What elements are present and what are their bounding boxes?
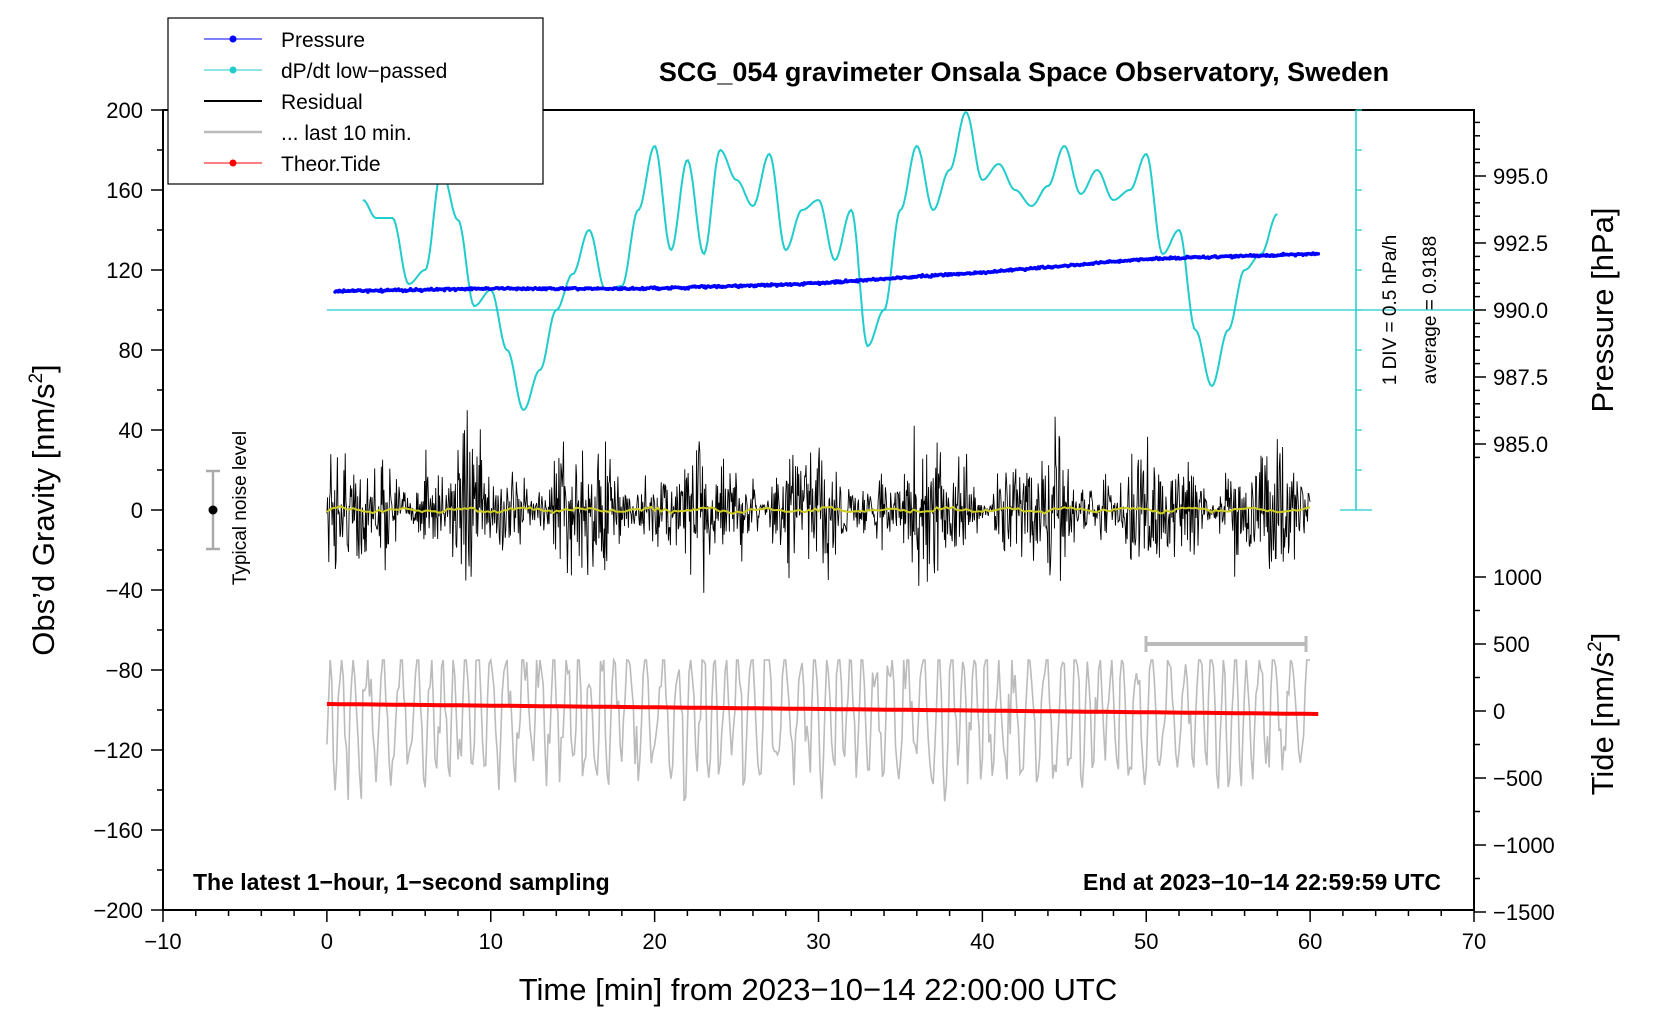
noise-level-marker <box>206 469 220 551</box>
series-dpdt <box>362 110 1278 411</box>
residual-smoothed-line <box>326 505 1311 515</box>
last-10-min-bracket <box>1144 636 1308 652</box>
legend-entry-dpdt: dP/dt low−passed <box>204 60 447 83</box>
y-axis-label-tide: Tide [nm/s2] <box>1585 633 1620 796</box>
series-residual <box>326 410 1311 593</box>
series-last-10-min <box>326 656 1311 802</box>
x-tick-label: 10 <box>479 929 503 954</box>
y-axis-left: 200 160 120 80 40 0 −40 −80 −120 −160 −200 <box>93 98 163 923</box>
chart-title: SCG_054 gravimeter Onsala Space Observat… <box>659 57 1389 87</box>
x-tick-label: −10 <box>144 929 181 954</box>
legend-label-pressure: Pressure <box>281 29 365 52</box>
pressure-tick-label: 995.0 <box>1493 164 1548 189</box>
y-tick-label: −80 <box>106 658 143 683</box>
pressure-tick-label: 992.5 <box>1493 231 1548 256</box>
x-axis: −10 0 10 20 30 40 50 60 70 <box>144 910 1486 954</box>
y-tick-label: −200 <box>93 898 143 923</box>
x-tick-label: 40 <box>970 929 994 954</box>
x-axis-label: Time [min] from 2023−10−14 22:00:00 UTC <box>519 972 1118 1007</box>
annotation-sampling: The latest 1−hour, 1−second sampling <box>193 869 610 895</box>
legend-entry-residual: Residual <box>204 91 363 114</box>
y-tick-label: 200 <box>106 98 143 123</box>
div-label: 1 DIV = 0.5 hPa/h <box>1380 235 1401 386</box>
y-tick-label: 80 <box>119 338 143 363</box>
pressure-tick-label: 990.0 <box>1493 298 1548 323</box>
series-residual-smoothed <box>326 505 1311 515</box>
dpdt-line <box>362 110 1278 411</box>
legend-entry-last10: ... last 10 min. <box>204 122 412 145</box>
legend-label-tide: Theor.Tide <box>281 153 381 176</box>
pressure-point <box>1316 252 1321 256</box>
dpdt-scale-bar <box>326 109 1474 511</box>
y-tick-label: 120 <box>106 258 143 283</box>
y-tick-label: −120 <box>93 738 143 763</box>
tide-tick-label: 1000 <box>1493 565 1542 590</box>
y-tick-label: 0 <box>131 498 143 523</box>
noise-level-label: Typical noise level <box>230 431 251 585</box>
y-tick-label: −40 <box>106 578 143 603</box>
average-label: average = 0.9188 <box>1420 236 1441 384</box>
y-tick-label: 160 <box>106 178 143 203</box>
y-tick-label: −160 <box>93 818 143 843</box>
tide-tick-label: −1000 <box>1493 833 1555 858</box>
y-tick-label: 40 <box>119 418 143 443</box>
legend-entry-pressure: Pressure <box>204 29 365 52</box>
x-tick-label: 0 <box>321 929 333 954</box>
tide-tick-label: −1500 <box>1493 900 1555 925</box>
x-tick-label: 60 <box>1298 929 1322 954</box>
legend-entry-tide: Theor.Tide <box>204 153 381 176</box>
tide-line <box>326 702 1319 716</box>
y-axis-pressure: 995.0 992.5 990.0 987.5 985.0 <box>1474 121 1548 459</box>
legend-label-last10: ... last 10 min. <box>281 122 412 145</box>
x-tick-label: 20 <box>642 929 666 954</box>
x-tick-label: 50 <box>1134 929 1158 954</box>
y-axis-tide: 1000 500 0 −500 −1000 −1500 <box>1474 565 1555 925</box>
y-axis-label-left: Obs’d Gravity [nm/s2] <box>26 364 61 655</box>
pressure-tick-label: 987.5 <box>1493 365 1548 390</box>
series-theor-tide <box>326 702 1319 716</box>
tide-tick-label: 0 <box>1493 699 1505 724</box>
pressure-tick-label: 985.0 <box>1493 432 1548 457</box>
tide-tick-label: 500 <box>1493 632 1530 657</box>
annotation-end-time: End at 2023−10−14 22:59:59 UTC <box>1083 869 1441 895</box>
x-tick-label: 70 <box>1462 929 1486 954</box>
last-10-min-line <box>326 656 1311 802</box>
x-tick-label: 30 <box>806 929 830 954</box>
tide-tick-label: −500 <box>1493 766 1543 791</box>
legend-label-residual: Residual <box>281 91 363 114</box>
series-pressure <box>333 251 1321 294</box>
legend: Pressure dP/dt low−passed Residual ... l… <box>167 17 544 185</box>
legend-label-dpdt: dP/dt low−passed <box>281 60 447 83</box>
residual-line <box>326 410 1311 593</box>
y-axis-label-pressure: Pressure [hPa] <box>1585 207 1620 412</box>
